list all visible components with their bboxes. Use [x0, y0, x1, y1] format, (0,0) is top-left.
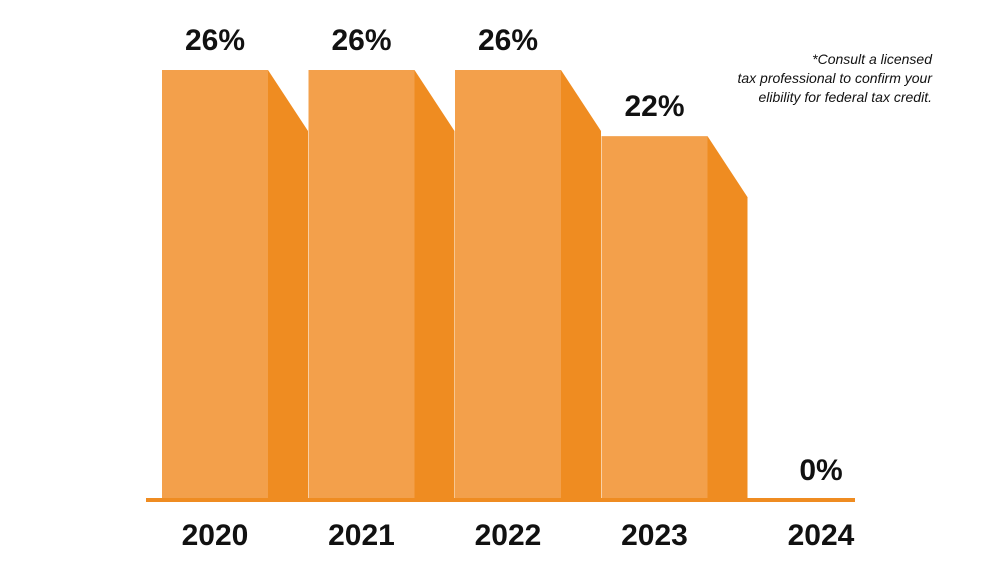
category-label-2020: 2020	[182, 519, 249, 552]
labels-group: 26% 2020 26% 2021 26% 2022 22% 2023 0% 2024	[182, 24, 855, 552]
bar-side-2022	[561, 70, 601, 500]
category-label-2021: 2021	[328, 519, 395, 552]
value-label-2024: 0%	[799, 454, 842, 487]
bar-side-2020	[268, 70, 308, 500]
disclaimer-line-3: elibility for federal tax credit.	[758, 89, 932, 105]
value-label-2020: 26%	[185, 24, 245, 57]
bar-side-2021	[414, 70, 455, 500]
bar-side-2023	[707, 136, 748, 500]
bar-2021	[308, 70, 415, 500]
value-label-2021: 26%	[331, 24, 391, 57]
bars-group	[162, 70, 748, 500]
category-label-2023: 2023	[621, 519, 688, 552]
disclaimer-line-1: *Consult a licensed	[812, 51, 932, 67]
bar-2022	[455, 70, 561, 500]
disclaimer-note: *Consult a licensed tax professional to …	[672, 50, 932, 107]
disclaimer-line-2: tax professional to confirm your	[737, 70, 932, 86]
bar-2020	[162, 70, 268, 500]
value-label-2023: 22%	[624, 90, 684, 123]
value-label-2022: 26%	[478, 24, 538, 57]
category-label-2022: 2022	[475, 519, 542, 552]
category-label-2024: 2024	[788, 519, 855, 552]
bar-2023	[601, 136, 708, 500]
